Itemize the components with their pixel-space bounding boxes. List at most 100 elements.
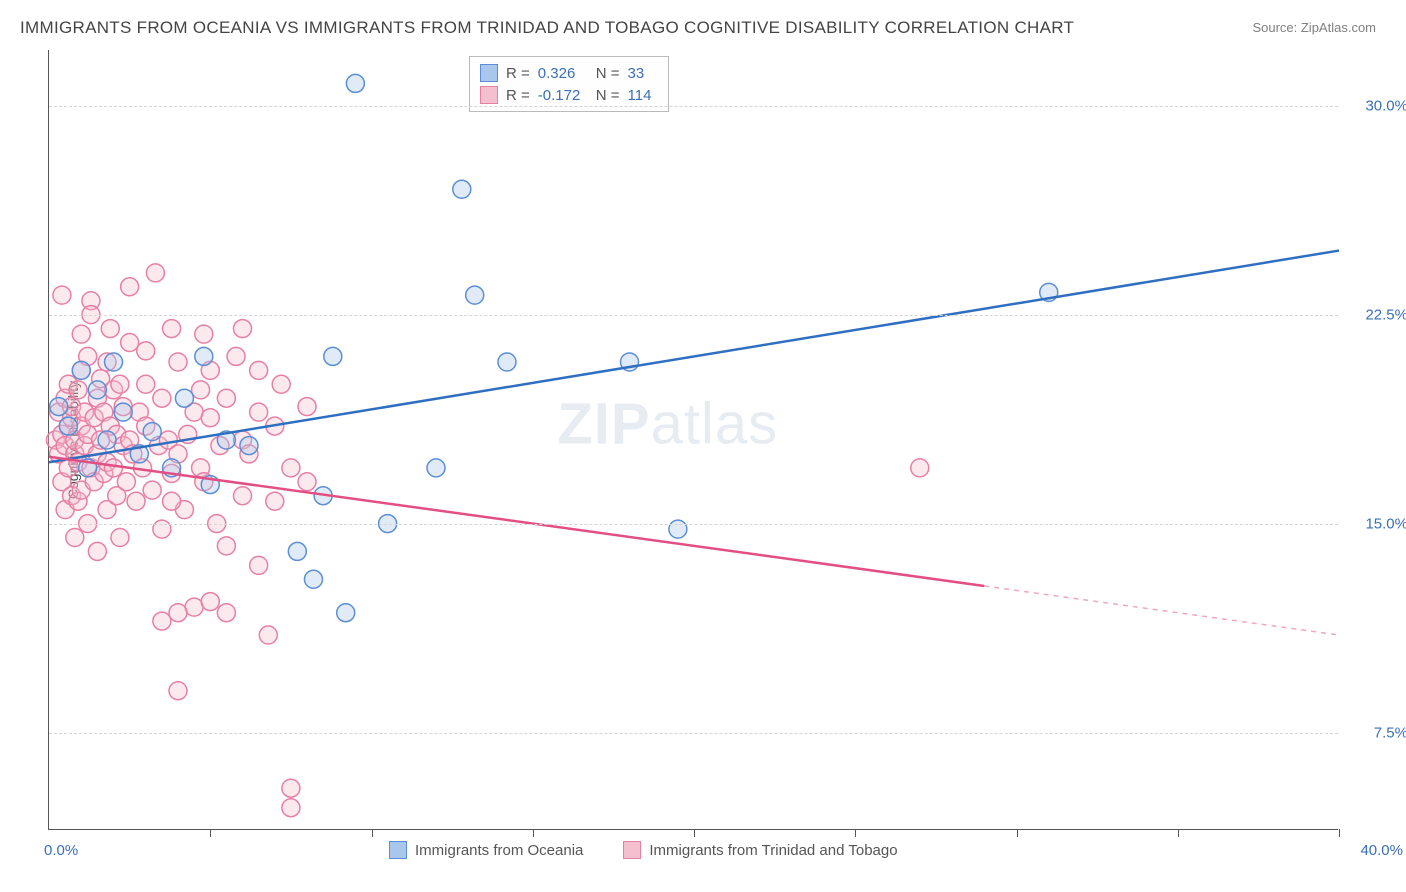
- data-point: [163, 320, 181, 338]
- data-point: [217, 537, 235, 555]
- stats-row: R =0.326N =33: [480, 62, 658, 84]
- data-point: [53, 286, 71, 304]
- x-tick: [1017, 829, 1018, 837]
- grid-line: [49, 733, 1338, 734]
- n-value: 114: [628, 87, 658, 104]
- data-point: [498, 353, 516, 371]
- data-point: [105, 459, 123, 477]
- scatter-svg: [49, 50, 1339, 830]
- data-point: [114, 403, 132, 421]
- r-value: -0.172: [538, 87, 588, 104]
- data-point: [117, 473, 135, 491]
- r-label: R =: [506, 65, 530, 82]
- grid-line: [49, 106, 1338, 107]
- y-tick-label: 22.5%: [1348, 306, 1406, 323]
- data-point: [259, 626, 277, 644]
- data-point: [163, 492, 181, 510]
- data-point: [282, 779, 300, 797]
- data-point: [911, 459, 929, 477]
- data-point: [50, 398, 68, 416]
- x-axis-min-label: 0.0%: [44, 842, 78, 859]
- data-point: [169, 682, 187, 700]
- data-point: [192, 381, 210, 399]
- data-point: [466, 286, 484, 304]
- n-label: N =: [596, 87, 620, 104]
- data-point: [298, 398, 316, 416]
- x-tick: [1178, 829, 1179, 837]
- data-point: [282, 459, 300, 477]
- data-point: [66, 529, 84, 547]
- trend-line: [49, 457, 984, 586]
- n-value: 33: [628, 65, 658, 82]
- data-point: [195, 325, 213, 343]
- legend-label: Immigrants from Trinidad and Tobago: [649, 842, 897, 859]
- n-label: N =: [596, 65, 620, 82]
- x-tick: [372, 829, 373, 837]
- data-point: [72, 325, 90, 343]
- data-point: [227, 347, 245, 365]
- x-tick: [694, 829, 695, 837]
- data-point: [234, 487, 252, 505]
- data-point: [121, 334, 139, 352]
- data-point: [101, 320, 119, 338]
- trend-line-extrapolated: [984, 586, 1339, 635]
- data-point: [298, 473, 316, 491]
- data-point: [169, 353, 187, 371]
- legend-item: Immigrants from Trinidad and Tobago: [623, 841, 897, 859]
- chart-container: IMMIGRANTS FROM OCEANIA VS IMMIGRANTS FR…: [0, 0, 1406, 892]
- data-point: [175, 389, 193, 407]
- data-point: [266, 492, 284, 510]
- y-tick-label: 15.0%: [1348, 515, 1406, 532]
- legend-swatch: [389, 841, 407, 859]
- data-point: [59, 417, 77, 435]
- data-point: [288, 542, 306, 560]
- x-tick: [533, 829, 534, 837]
- legend-swatch: [480, 86, 498, 104]
- x-axis-max-label: 40.0%: [1360, 842, 1403, 859]
- x-tick: [855, 829, 856, 837]
- stats-box: R =0.326N =33R =-0.172N =114: [469, 56, 669, 112]
- data-point: [346, 74, 364, 92]
- grid-line: [49, 524, 1338, 525]
- data-point: [146, 264, 164, 282]
- bottom-legend: Immigrants from Oceania Immigrants from T…: [389, 841, 898, 859]
- data-point: [217, 389, 235, 407]
- data-point: [250, 403, 268, 421]
- grid-line: [49, 315, 1338, 316]
- legend-swatch: [480, 64, 498, 82]
- data-point: [137, 375, 155, 393]
- data-point: [234, 320, 252, 338]
- data-point: [111, 375, 129, 393]
- data-point: [250, 556, 268, 574]
- data-point: [153, 389, 171, 407]
- data-point: [111, 529, 129, 547]
- data-point: [201, 409, 219, 427]
- data-point: [240, 437, 258, 455]
- data-point: [217, 604, 235, 622]
- data-point: [143, 423, 161, 441]
- data-point: [153, 612, 171, 630]
- data-point: [98, 431, 116, 449]
- data-point: [88, 542, 106, 560]
- x-tick: [210, 829, 211, 837]
- data-point: [185, 598, 203, 616]
- chart-title: IMMIGRANTS FROM OCEANIA VS IMMIGRANTS FR…: [20, 18, 1074, 38]
- legend-item: Immigrants from Oceania: [389, 841, 583, 859]
- data-point: [195, 347, 213, 365]
- r-label: R =: [506, 87, 530, 104]
- data-point: [72, 361, 90, 379]
- data-point: [169, 604, 187, 622]
- y-tick-label: 30.0%: [1348, 97, 1406, 114]
- data-point: [282, 799, 300, 817]
- legend-label: Immigrants from Oceania: [415, 842, 583, 859]
- data-point: [337, 604, 355, 622]
- data-point: [121, 278, 139, 296]
- data-point: [69, 381, 87, 399]
- data-point: [250, 361, 268, 379]
- data-point: [272, 375, 290, 393]
- data-point: [105, 353, 123, 371]
- stats-row: R = -0.172 N = 114: [480, 84, 658, 106]
- data-point: [88, 381, 106, 399]
- data-point: [453, 180, 471, 198]
- data-point: [427, 459, 445, 477]
